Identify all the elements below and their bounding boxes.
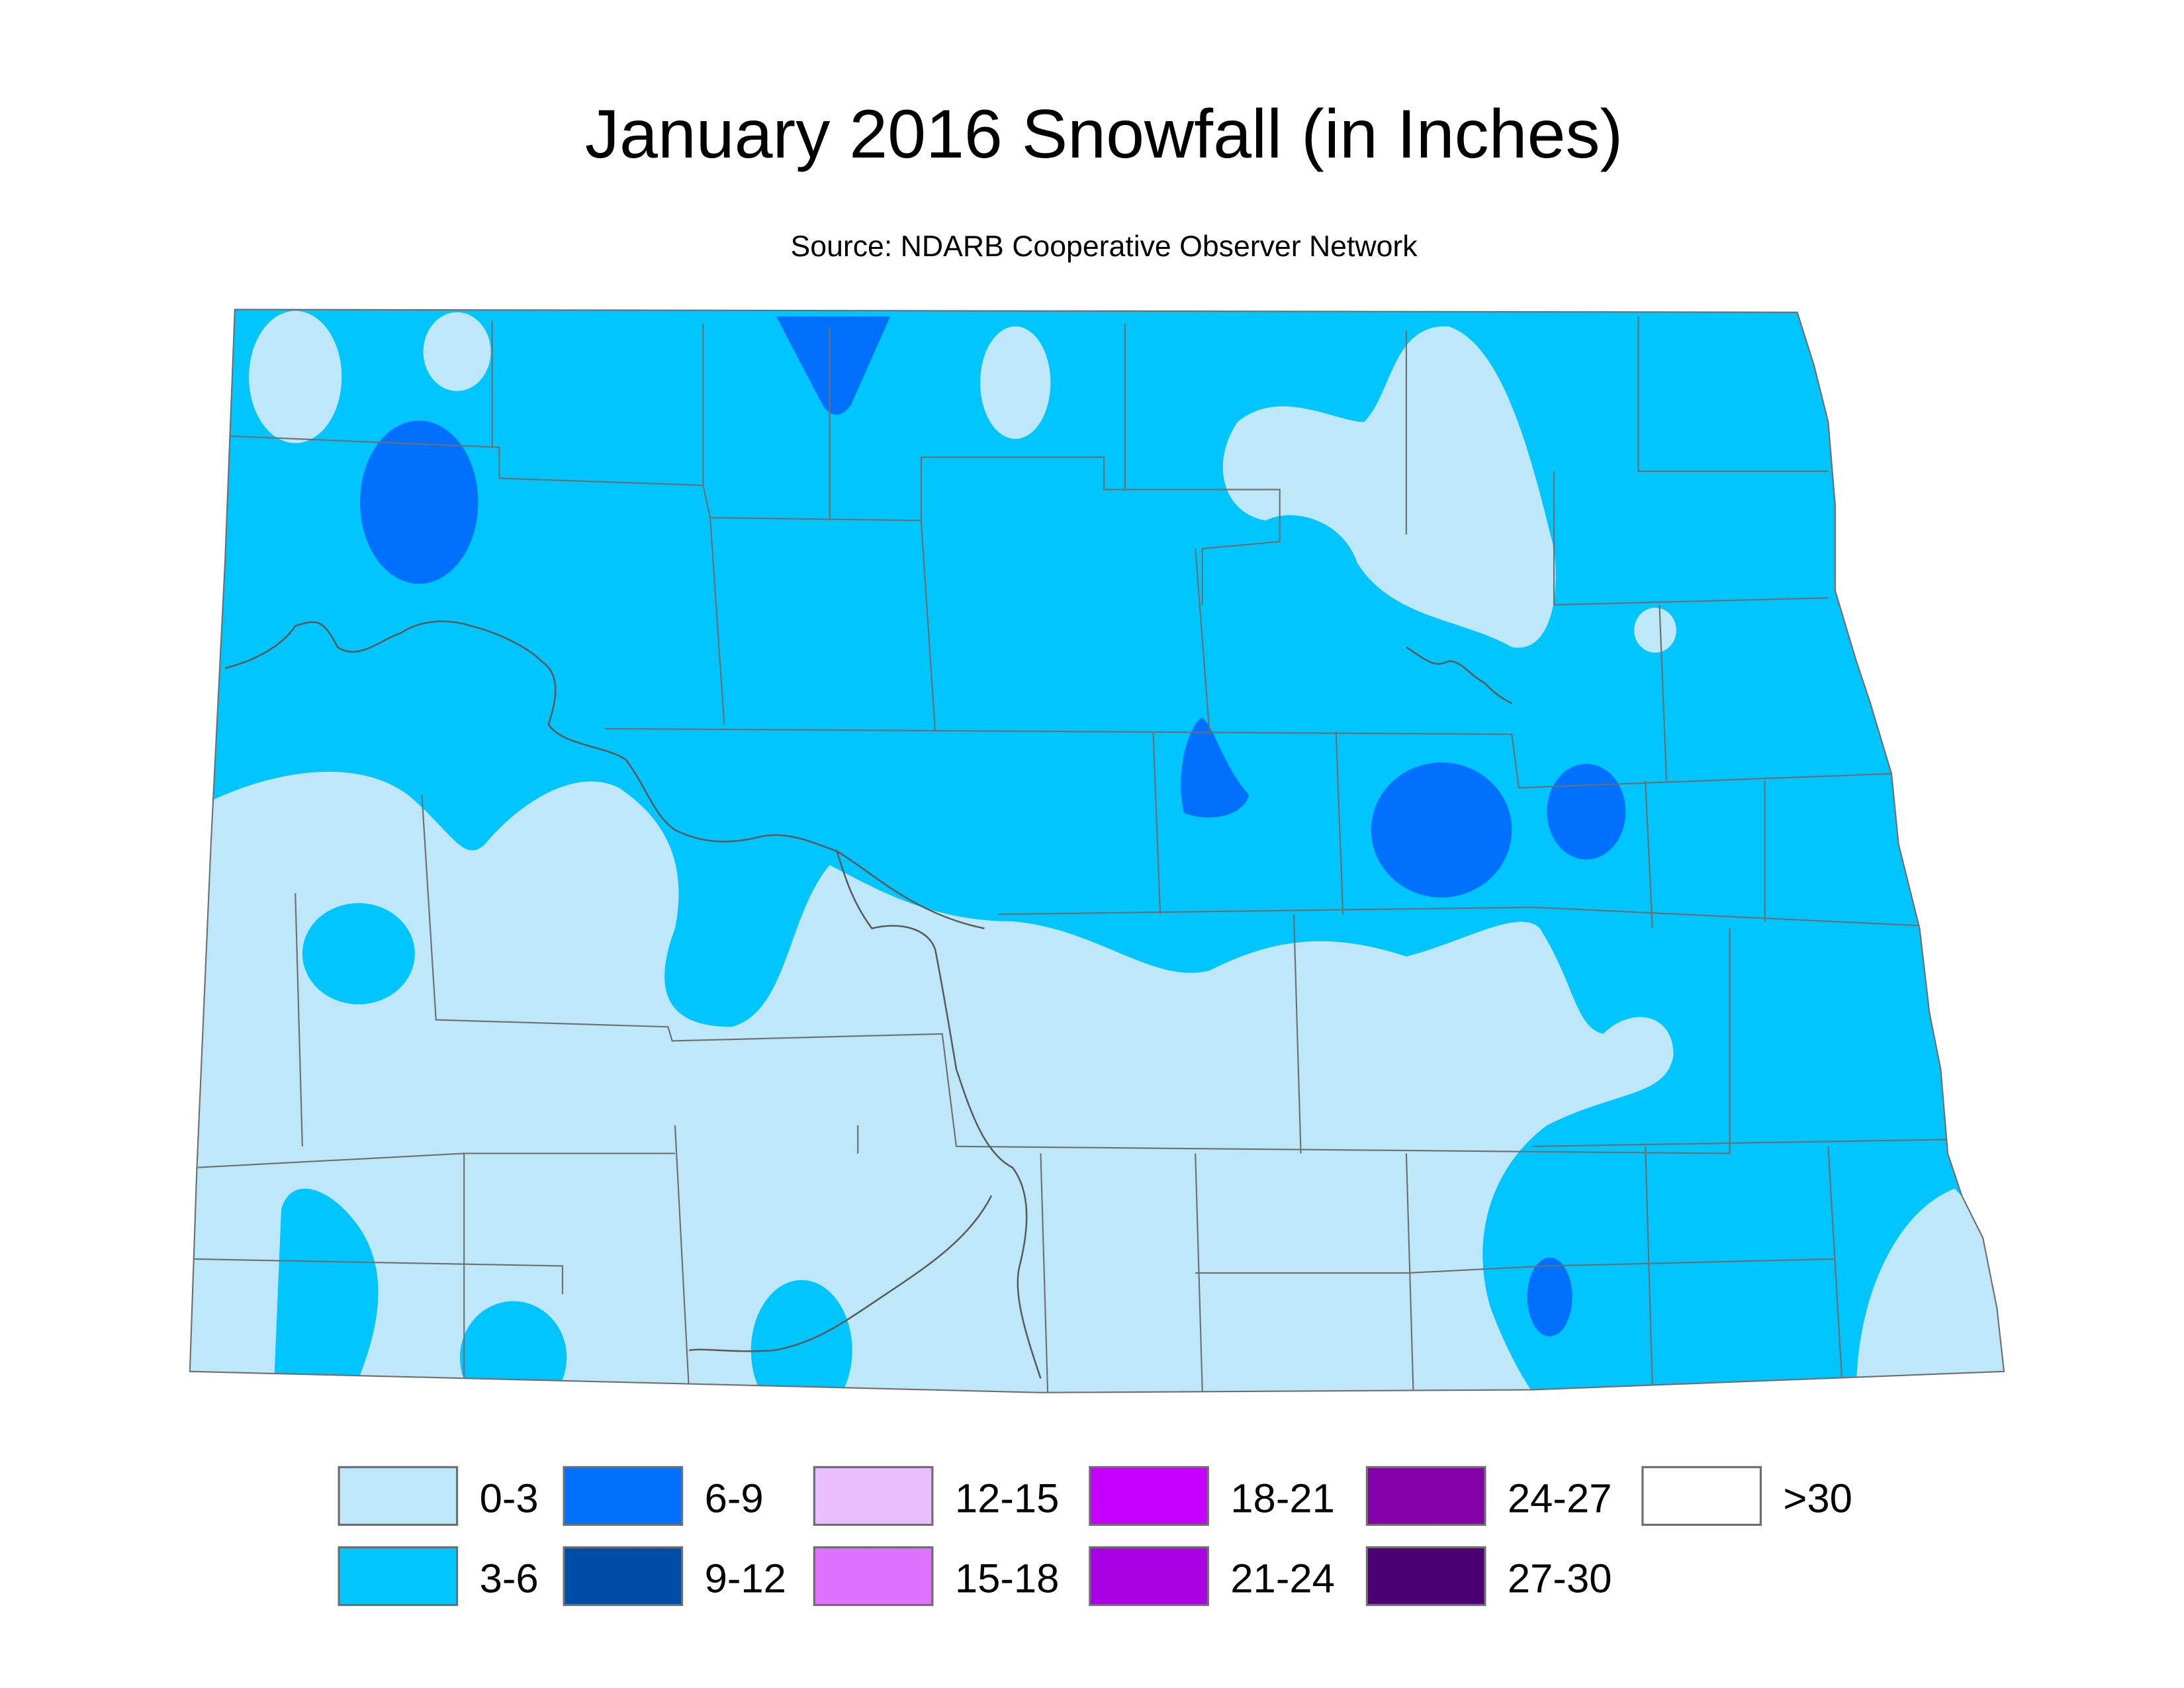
legend-label: 18-21 bbox=[1230, 1476, 1335, 1521]
region-0-3 bbox=[1634, 608, 1676, 653]
legend-swatch bbox=[338, 1546, 459, 1607]
map-source: Source: NDARB Cooperative Observer Netwo… bbox=[791, 230, 1418, 263]
legend-swatch bbox=[1089, 1546, 1209, 1607]
county-line bbox=[189, 316, 1955, 1393]
legend-label: 6-9 bbox=[705, 1476, 764, 1521]
legend-swatch bbox=[1089, 1466, 1209, 1526]
legend-label: 15-18 bbox=[955, 1556, 1060, 1601]
legend-swatch bbox=[563, 1466, 684, 1526]
legend-swatch bbox=[813, 1546, 934, 1607]
region-6-9 bbox=[1181, 717, 1249, 818]
map-title: January 2016 Snowfall (in Inches) bbox=[585, 96, 1623, 173]
region-6-9 bbox=[1371, 762, 1512, 898]
region-3-6 bbox=[274, 1188, 379, 1379]
legend-swatch bbox=[1365, 1546, 1486, 1607]
region-3-6 bbox=[459, 1301, 567, 1393]
state-outline bbox=[189, 308, 2005, 1393]
region-3-6 bbox=[302, 903, 415, 1005]
river bbox=[224, 620, 1512, 1379]
legend-label: 9-12 bbox=[705, 1556, 786, 1601]
region-0-3 bbox=[980, 326, 1051, 440]
legend-swatch bbox=[813, 1466, 934, 1526]
legend-label: 3-6 bbox=[480, 1556, 539, 1601]
region-6-9 bbox=[1527, 1257, 1572, 1336]
region-0-3 bbox=[189, 771, 1674, 1393]
region-0-3 bbox=[1222, 326, 1556, 648]
legend-label: 24-27 bbox=[1508, 1476, 1612, 1521]
snowfall-map bbox=[189, 309, 2005, 1393]
region-0-3 bbox=[249, 310, 342, 444]
region-0-3 bbox=[423, 312, 491, 391]
legend-swatch bbox=[1365, 1466, 1486, 1526]
legend-label: 0-3 bbox=[480, 1476, 539, 1521]
legend-swatch bbox=[563, 1546, 684, 1607]
legend: 0-3 3-6 6-9 9-12 12-15 15-18 18-21 21-24 24-27 27… bbox=[338, 1466, 1852, 1607]
legend-label: >30 bbox=[1783, 1476, 1852, 1521]
legend-swatch bbox=[338, 1466, 459, 1526]
region-6-9 bbox=[1547, 763, 1626, 860]
legend-label: 27-30 bbox=[1508, 1556, 1612, 1601]
legend-label: 21-24 bbox=[1230, 1556, 1335, 1601]
region-6-9 bbox=[776, 316, 891, 415]
region-6-9 bbox=[359, 420, 478, 584]
legend-label: 12-15 bbox=[955, 1476, 1060, 1521]
legend-swatch bbox=[1641, 1466, 1762, 1526]
